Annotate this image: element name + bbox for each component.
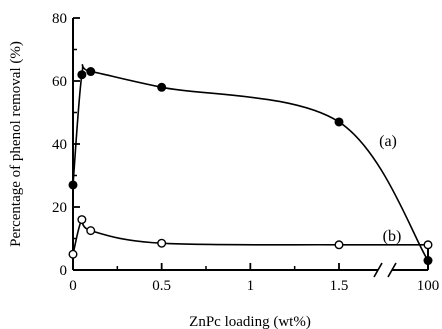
data-point-a [77, 70, 87, 80]
data-point-b [68, 249, 78, 259]
data-point-b [157, 238, 167, 248]
x-tick-label: 100 [417, 278, 440, 294]
series-line-b [72, 217, 429, 255]
axis-break-mark [373, 262, 383, 278]
y-tick-label: 40 [52, 137, 67, 153]
series-label-a: (a) [379, 133, 397, 150]
x-tick-label: 0 [69, 278, 77, 294]
y-tick-label: 60 [52, 74, 67, 90]
data-point-a [68, 180, 78, 190]
markers [68, 67, 433, 266]
data-point-b [77, 215, 87, 225]
curves [72, 64, 429, 261]
y-tick-label: 80 [52, 11, 67, 27]
data-point-b [86, 226, 96, 236]
axis-break-mark [387, 262, 397, 278]
labels: ZnPc loading (wt%) Percentage of phenol r… [8, 41, 401, 329]
data-point-b [334, 240, 344, 250]
x-axis-title: ZnPc loading (wt%) [189, 314, 311, 329]
series-label-b: (b) [383, 228, 402, 245]
y-tick-label: 0 [60, 263, 68, 279]
x-tick-label: 1.5 [330, 278, 349, 294]
x-tick-label: 1 [247, 278, 255, 294]
axes: 0 20 40 60 80 0 0.5 1 1.5 100 [52, 11, 439, 294]
data-point-a [423, 256, 433, 266]
data-point-a [157, 82, 167, 92]
data-point-a [334, 117, 344, 127]
x-tick-label: 0.5 [152, 278, 171, 294]
y-axis-title: Percentage of phenol removal (%) [8, 41, 24, 247]
data-point-b [423, 240, 433, 250]
data-point-a [86, 67, 96, 77]
series-line-a [72, 64, 429, 261]
y-tick-label: 20 [52, 200, 67, 216]
